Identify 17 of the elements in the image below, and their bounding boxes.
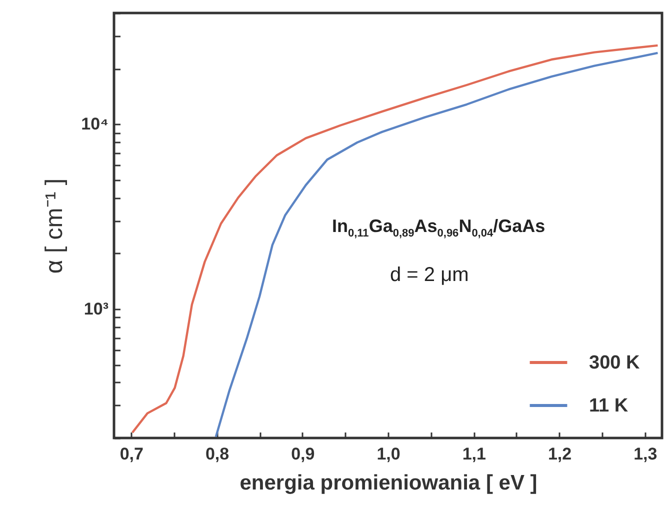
x-tick-label: 0,7 <box>120 444 144 464</box>
x-tick-label: 1,3 <box>634 444 658 464</box>
annotation: d = 2 μm <box>390 264 469 287</box>
text: In$_{0,11}$Ga$_{0,89}$As$_{0,96}$N$_{0,04}$/GaAs <box>332 216 546 240</box>
legend-label: 300 K <box>589 352 640 374</box>
legend-label: 11 K <box>589 396 628 416</box>
y-tick-label: 10³ <box>84 299 109 318</box>
x-tick-label: 0,9 <box>291 444 315 464</box>
y-axis-title: α [ cm⁻¹ ] <box>41 178 68 274</box>
x-tick-label: 0,8 <box>205 444 230 464</box>
x-axis-title: energia promieniowania [ eV ] <box>240 472 538 494</box>
y-tick-label: 10⁴ <box>81 114 108 134</box>
line-series <box>214 52 659 438</box>
line-series <box>131 44 659 434</box>
x-tick-label: 1,1 <box>462 444 486 464</box>
x-tick-label: 1,2 <box>548 444 572 464</box>
x-tick-label: 1,0 <box>376 444 400 464</box>
